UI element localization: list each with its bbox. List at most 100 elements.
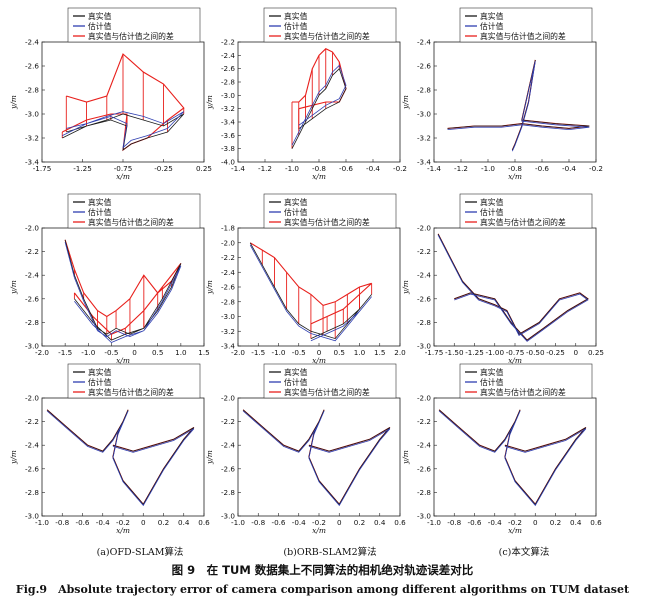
x-tick-label: -0.4 [488,518,502,527]
y-tick-label: -3.8 [221,144,235,153]
x-tick-label: -1.0 [271,348,285,357]
x-tick-label: -0.50 [526,348,545,357]
y-tick-label: -2.0 [417,394,431,403]
y-axis-label: y/m [401,450,410,465]
legend-item-estimate-label: 估计值 [284,21,308,31]
y-tick-label: -3.2 [25,134,39,143]
true-series-line [46,409,195,505]
estimate-series-line [242,410,391,507]
y-tick-label: -2.6 [25,294,39,303]
y-tick-label: -3.2 [221,104,235,113]
x-tick-label: -1.25 [73,164,92,173]
y-tick-label: -1.8 [221,224,235,233]
legend-item-true-label: 真实值 [88,197,112,207]
y-axis-label: y/m [205,95,214,110]
legend-item-difference-label: 真实值与估计值之间的差 [480,387,566,397]
y-tick-label: -2.0 [25,224,39,233]
y-tick-label: -3.0 [221,312,235,321]
y-tick-label: -2.4 [417,38,431,47]
y-tick-label: -2.4 [221,268,235,277]
plot-data [438,409,587,507]
y-tick-label: -2.8 [417,318,431,327]
difference-series-line [249,242,372,325]
x-tick-label: -0.75 [114,164,133,173]
x-tick-label: -0.25 [154,164,173,173]
plot-data [447,59,590,152]
x-tick-label: -0.4 [366,164,380,173]
y-tick-label: -2.0 [417,224,431,233]
x-tick-label: 0.25 [588,348,604,357]
x-tick-label: -0.4 [96,518,110,527]
subplot-3: -2.0 -1.5 -1.0 -0.5 0 0.5 1.0 1.5 -2.0 -2.2 -2.4 -2… [9,193,210,365]
true-series-line [291,67,347,149]
x-axis-label: x/m [312,526,326,535]
plot-frame [237,227,401,347]
y-tick-label: -2.6 [221,64,235,73]
y-axis-label: y/m [9,95,18,110]
x-tick-label: 2.0 [394,348,406,357]
y-tick-label: -3.0 [221,512,235,521]
x-tick-label: -1.2 [258,164,272,173]
subplot-5: -1.75 -1.50 -1.25 -1.00 -0.75 -0.50 -0.25 0 0.25… [401,193,604,365]
legend-item-estimate-label: 估计值 [480,377,504,387]
y-tick-label: -2.8 [417,86,431,95]
x-tick-label: -1.5 [251,348,265,357]
y-tick-label: -2.4 [417,271,431,280]
estimate-series-line [447,61,590,152]
legend-item-estimate-label: 估计值 [88,377,112,387]
subplot-0: -1.75 -1.25 -0.75 -0.25 0.25 -2.4 -2.6 -2.8 -3.0… [9,7,212,181]
x-tick-label: 0 [141,518,146,527]
estimate-series-line [437,234,589,342]
plot-data [242,409,391,507]
x-tick-label: -0.8 [251,518,265,527]
y-tick-label: -2.8 [417,488,431,497]
x-tick-label: -1.0 [35,518,49,527]
x-tick-label: -0.4 [292,518,306,527]
x-tick-label: -1.0 [81,348,95,357]
y-tick-label: -3.4 [25,158,39,167]
y-tick-label: -2.2 [221,38,235,47]
plot-frame [41,397,205,517]
legend-item-estimate-label: 估计值 [284,207,308,217]
y-axis-label: y/m [401,280,410,295]
x-tick-label: -1.75 [425,348,444,357]
x-tick-label: -1.75 [33,164,52,173]
legend-item-estimate-label: 估计值 [88,21,112,31]
x-tick-label: 0.2 [158,518,169,527]
x-tick-label: -1.50 [445,348,464,357]
legend-item-estimate-label: 估计值 [480,207,504,217]
x-tick-label: -0.8 [508,164,522,173]
y-tick-label: -4.0 [221,158,235,167]
legend-item-difference-label: 真实值与估计值之间的差 [88,217,174,227]
legend-box [263,7,397,43]
y-axis-label: y/m [9,450,18,465]
x-tick-label: -1.4 [231,164,245,173]
x-tick-label: -0.8 [55,518,69,527]
y-tick-label: -2.4 [25,271,39,280]
x-axis-label: x/m [312,172,326,181]
x-axis-label: x/m [116,356,130,365]
plot-data [249,242,373,342]
subplot-6: -1.0 -0.8 -0.6 -0.4 -0.2 0 0.2 0.4 0.6 -2.0 -2.2 -2… [9,363,210,535]
plot-grid: -1.75 -1.25 -0.75 -0.25 0.25 -2.4 -2.6 -2.8 -3.0… [9,7,604,535]
difference-series-line [64,239,182,335]
y-tick-label: -3.2 [417,134,431,143]
x-axis-label: x/m [312,356,326,365]
true-series-line [64,239,182,341]
x-tick-label: 0.5 [152,348,163,357]
estimate-series-line [64,242,182,343]
legend-item-true-label: 真实值 [480,11,504,21]
y-tick-label: -2.6 [25,464,39,473]
estimate-series-line [438,410,587,507]
estimate-series-line [62,111,185,149]
y-tick-label: -2.4 [25,441,39,450]
legend-item-difference-label: 真实值与估计值之间的差 [88,31,174,41]
subplot-1: -1.4 -1.2 -1.0 -0.8 -0.6 -0.4 -0.2 -2.2 -2.4 -2.6… [205,7,407,181]
legend-box [263,363,397,399]
caption-english: Fig.9 Absolute trajectory error of camer… [15,583,630,596]
y-axis-label: y/m [205,280,214,295]
legend-item-difference-label: 真实值与估计值之间的差 [480,217,566,227]
legend-item-estimate-label: 估计值 [480,21,504,31]
y-tick-label: -2.2 [417,247,431,256]
subplot-8: -1.0 -0.8 -0.6 -0.4 -0.2 0 0.2 0.4 0.6 -2.0 -2.2 -2… [401,363,602,535]
